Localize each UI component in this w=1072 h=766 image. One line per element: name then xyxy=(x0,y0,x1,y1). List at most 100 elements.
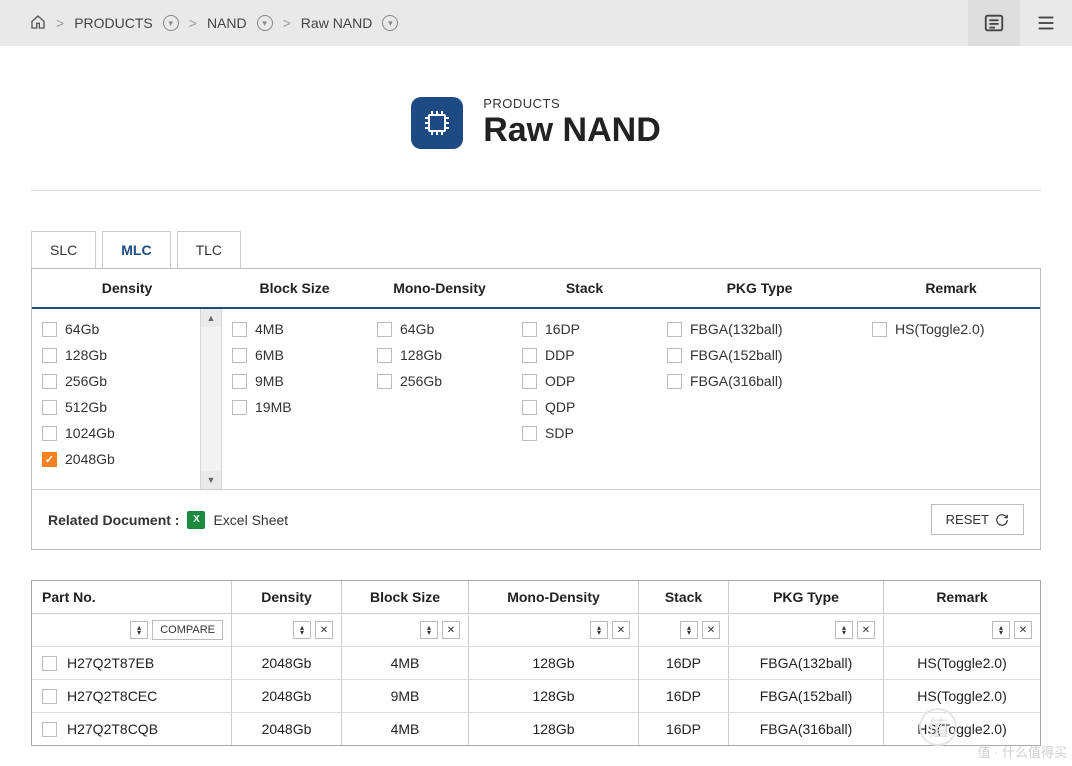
filter-option[interactable]: HS(Toggle2.0) xyxy=(872,321,1030,337)
sort-button[interactable]: ▴▾ xyxy=(420,621,438,639)
reset-button[interactable]: RESET xyxy=(931,504,1024,535)
cell-remark: HS(Toggle2.0) xyxy=(884,712,1040,745)
col-pkg: PKG Type xyxy=(729,581,884,613)
filter-option[interactable]: FBGA(152ball) xyxy=(667,347,852,363)
tab-slc[interactable]: SLC xyxy=(31,231,96,268)
filter-option[interactable]: 9MB xyxy=(232,373,357,389)
sort-button[interactable]: ▴▾ xyxy=(590,621,608,639)
filter-option[interactable]: 128Gb xyxy=(377,347,502,363)
breadcrumb-item-raw-nand[interactable]: Raw NAND xyxy=(301,15,373,31)
filter-option[interactable]: 19MB xyxy=(232,399,357,415)
checkbox[interactable] xyxy=(377,322,392,337)
excel-link[interactable]: Excel Sheet xyxy=(213,512,288,528)
row-checkbox[interactable] xyxy=(42,689,57,704)
scroll-up-icon[interactable]: ▲ xyxy=(201,309,221,327)
tab-mlc[interactable]: MLC xyxy=(102,231,170,268)
remove-col-button[interactable]: ✕ xyxy=(857,621,875,639)
row-checkbox[interactable] xyxy=(42,656,57,671)
chevron-down-icon[interactable]: ▾ xyxy=(257,15,273,31)
filter-option[interactable]: 64Gb xyxy=(377,321,502,337)
part-number[interactable]: H27Q2T8CEC xyxy=(67,688,157,704)
sort-button[interactable]: ▴▾ xyxy=(992,621,1010,639)
checkbox[interactable] xyxy=(232,374,247,389)
filter-option-label: 2048Gb xyxy=(65,451,115,467)
checkbox[interactable] xyxy=(667,374,682,389)
remove-col-button[interactable]: ✕ xyxy=(1014,621,1032,639)
row-checkbox[interactable] xyxy=(42,722,57,737)
news-button[interactable] xyxy=(968,0,1020,46)
checkbox[interactable] xyxy=(872,322,887,337)
col-mono: Mono-Density xyxy=(469,581,639,613)
checkbox[interactable] xyxy=(377,374,392,389)
filter-option[interactable]: 256Gb xyxy=(377,373,502,389)
chevron-down-icon[interactable]: ▾ xyxy=(382,15,398,31)
checkbox[interactable] xyxy=(377,348,392,363)
cell-stack: 16DP xyxy=(639,679,729,712)
checkbox[interactable] xyxy=(667,322,682,337)
menu-button[interactable] xyxy=(1020,0,1072,46)
filter-option[interactable]: SDP xyxy=(522,425,647,441)
filter-option[interactable]: DDP xyxy=(522,347,647,363)
table-row: H27Q2T8CQB2048Gb4MB128Gb16DPFBGA(316ball… xyxy=(32,712,1040,745)
checkbox[interactable] xyxy=(667,348,682,363)
filter-option-label: FBGA(132ball) xyxy=(690,321,783,337)
cell-block: 4MB xyxy=(342,646,469,679)
table-row: H27Q2T87EB2048Gb4MB128Gb16DPFBGA(132ball… xyxy=(32,646,1040,679)
compare-button[interactable]: COMPARE xyxy=(152,620,223,640)
checkbox[interactable] xyxy=(42,426,57,441)
checkbox[interactable] xyxy=(42,400,57,415)
part-number[interactable]: H27Q2T87EB xyxy=(67,655,154,671)
filter-option[interactable]: 6MB xyxy=(232,347,357,363)
cell-part: H27Q2T8CEC xyxy=(32,679,232,712)
chevron-down-icon[interactable]: ▾ xyxy=(163,15,179,31)
checkbox[interactable] xyxy=(42,348,57,363)
checkbox[interactable] xyxy=(232,322,247,337)
checkbox[interactable] xyxy=(42,452,57,467)
checkbox[interactable] xyxy=(522,426,537,441)
filter-option-label: 256Gb xyxy=(65,373,107,389)
remove-col-button[interactable]: ✕ xyxy=(315,621,333,639)
tabs: SLC MLC TLC xyxy=(31,231,1041,268)
filter-option[interactable]: ODP xyxy=(522,373,647,389)
tab-tlc[interactable]: TLC xyxy=(177,231,241,268)
filter-option[interactable]: 1024Gb xyxy=(42,425,212,441)
remove-col-button[interactable]: ✕ xyxy=(612,621,630,639)
scrollbar[interactable]: ▲▼ xyxy=(200,309,222,489)
sort-button[interactable]: ▴▾ xyxy=(680,621,698,639)
filter-option[interactable]: FBGA(316ball) xyxy=(667,373,852,389)
filter-option[interactable]: 128Gb xyxy=(42,347,212,363)
sort-button[interactable]: ▴▾ xyxy=(130,621,148,639)
breadcrumb: > PRODUCTS ▾ > NAND ▾ > Raw NAND ▾ xyxy=(0,14,398,33)
checkbox[interactable] xyxy=(522,400,537,415)
filter-option-label: SDP xyxy=(545,425,574,441)
part-number[interactable]: H27Q2T8CQB xyxy=(67,721,158,737)
remove-col-button[interactable]: ✕ xyxy=(442,621,460,639)
filter-option[interactable]: 16DP xyxy=(522,321,647,337)
breadcrumb-item-products[interactable]: PRODUCTS xyxy=(74,15,153,31)
filter-option[interactable]: 2048Gb xyxy=(42,451,212,467)
checkbox[interactable] xyxy=(42,374,57,389)
filter-col-stack: 16DP DDP ODP QDP SDP xyxy=(512,309,657,489)
remove-col-button[interactable]: ✕ xyxy=(702,621,720,639)
filter-option[interactable]: 512Gb xyxy=(42,399,212,415)
checkbox[interactable] xyxy=(522,374,537,389)
checkbox[interactable] xyxy=(522,322,537,337)
filter-option[interactable]: QDP xyxy=(522,399,647,415)
scroll-down-icon[interactable]: ▼ xyxy=(201,471,221,489)
checkbox[interactable] xyxy=(232,400,247,415)
filter-option[interactable]: 64Gb xyxy=(42,321,212,337)
sort-button[interactable]: ▴▾ xyxy=(835,621,853,639)
filter-option[interactable]: 256Gb xyxy=(42,373,212,389)
sort-button[interactable]: ▴▾ xyxy=(293,621,311,639)
filter-option-label: 1024Gb xyxy=(65,425,115,441)
checkbox[interactable] xyxy=(42,322,57,337)
filter-col-density: 64Gb128Gb256Gb512Gb1024Gb2048Gb▲▼ xyxy=(32,309,222,489)
checkbox[interactable] xyxy=(232,348,247,363)
breadcrumb-item-nand[interactable]: NAND xyxy=(207,15,247,31)
related-row: Related Document : X Excel Sheet RESET xyxy=(32,489,1040,549)
home-icon[interactable] xyxy=(30,14,46,33)
filter-option[interactable]: 4MB xyxy=(232,321,357,337)
checkbox[interactable] xyxy=(522,348,537,363)
cell-pkg: FBGA(132ball) xyxy=(729,646,884,679)
filter-option[interactable]: FBGA(132ball) xyxy=(667,321,852,337)
